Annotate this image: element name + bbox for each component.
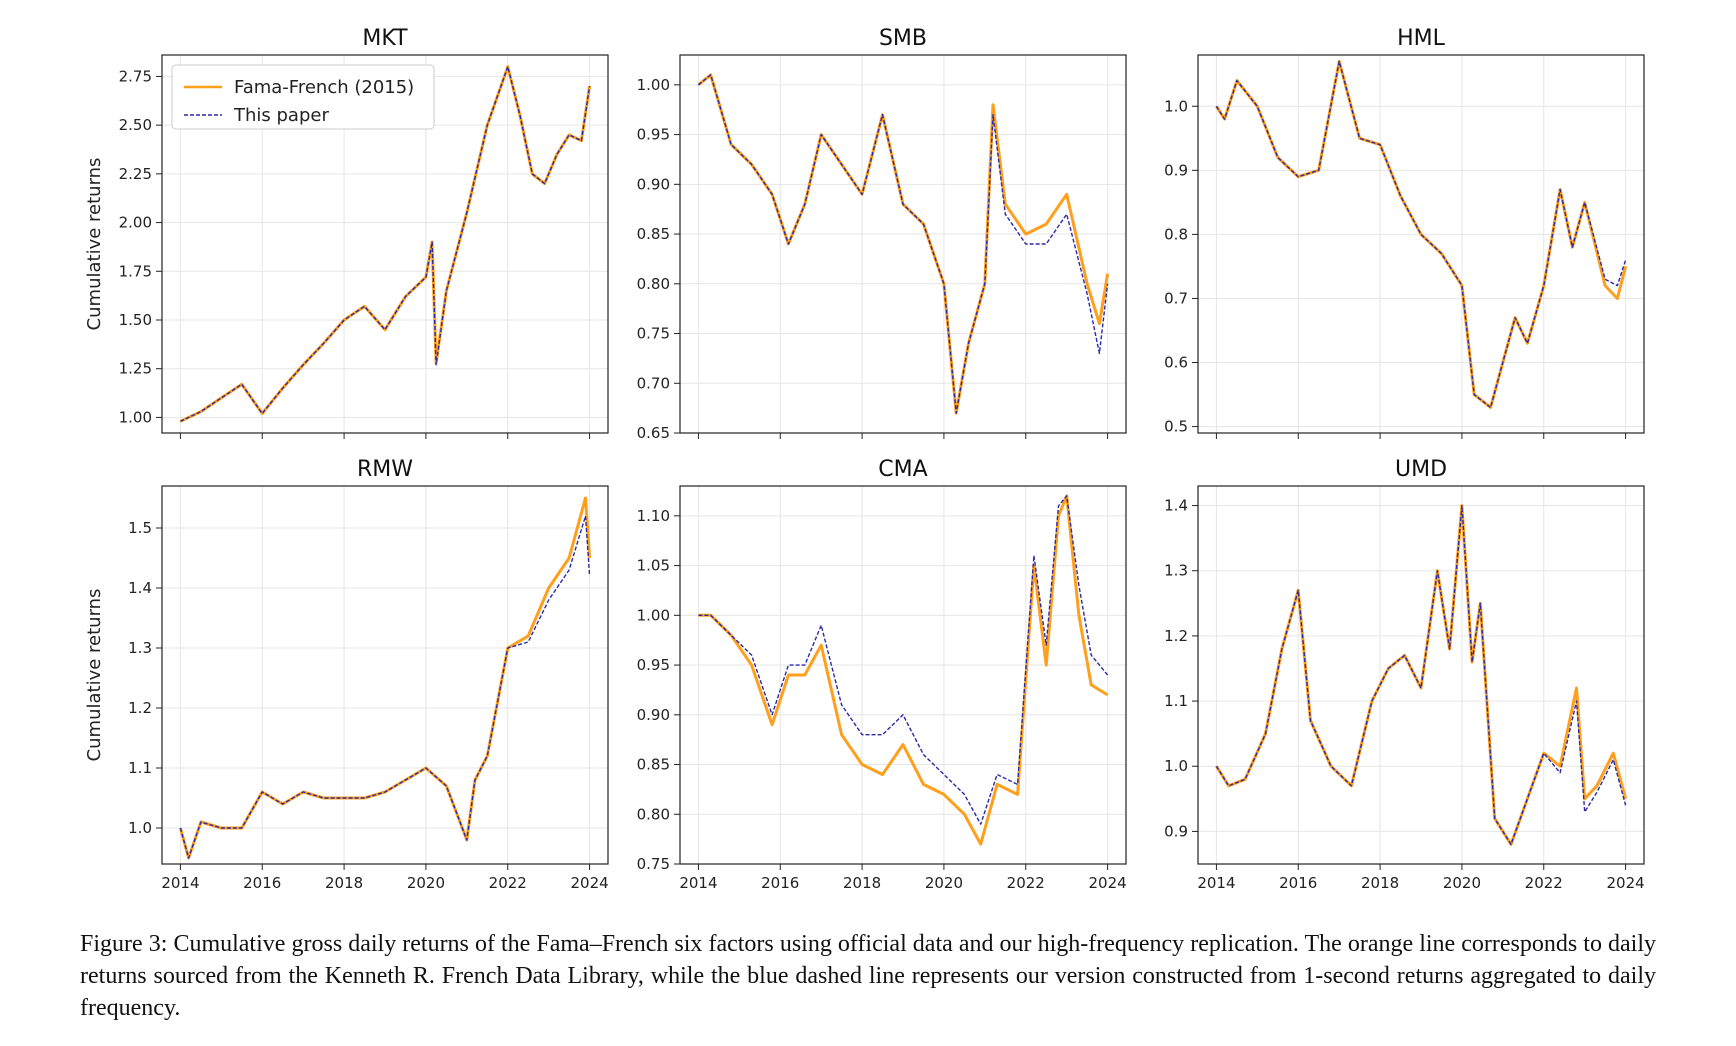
series-line-this-paper [1215,504,1627,846]
series-line-fama-french [697,73,1110,415]
x-tick-label: 2024 [570,874,608,892]
y-axis-label: Cumulative returns [84,158,105,331]
panel-rmw: RMW 1.0 1.1 1.2 1.3 1.4 1.5 2014 2016 2018 2020 202… [84,457,609,892]
y-tick-label: 1.4 [1164,497,1188,515]
y-tick-label: 0.85 [637,756,670,774]
y-tick-label: 0.9 [1164,161,1188,179]
panel-title: MKT [362,26,408,51]
x-tick-label: 2016 [1279,874,1317,892]
x-tick-label: 2014 [679,874,717,892]
panel-mkt: MKT 1.00 1.25 1.50 1.75 2.00 2.25 2.50 2.75 Cumul… [84,26,609,439]
y-tick-label: 0.75 [637,325,670,343]
panel-title: RMW [357,457,413,482]
series-line-fama-french [178,496,592,860]
y-tick-label: 1.50 [119,311,152,329]
x-tick-label: 2016 [243,874,281,892]
y-tick-label: 2.75 [119,67,152,85]
panel-title: UMD [1395,457,1447,482]
y-tick-label: 1.1 [1164,692,1188,710]
y-tick-label: 1.2 [1164,627,1188,645]
panel-cma: CMA 0.75 0.80 0.85 0.90 0.95 1.00 1.05 1.10 2014 2… [637,457,1127,892]
y-axis-label: Cumulative returns [84,589,105,762]
y-tick-label: 0.85 [637,225,670,243]
x-tick-label: 2024 [1088,874,1126,892]
plot-frame [161,54,609,434]
y-tick-label: 1.5 [128,519,152,537]
y-tick-label: 1.05 [637,557,670,575]
y-tick-label: 0.75 [637,855,670,873]
panel-umd: UMD 0.9 1.0 1.1 1.2 1.3 1.4 2014 2016 2018 2020 202… [1164,457,1645,892]
y-tick-label: 0.6 [1164,354,1188,372]
x-tick-label: 2014 [161,874,199,892]
legend-label: This paper [233,105,329,126]
plot-frame [679,54,1127,434]
series-line-this-paper [698,495,1109,825]
y-tick-label: 1.75 [119,262,152,280]
y-tick-label: 1.0 [128,819,152,837]
series-line-this-paper [180,65,591,422]
y-tick-label: 0.90 [637,706,670,724]
y-tick-label: 1.1 [128,759,152,777]
y-tick-label: 1.4 [128,579,152,597]
series-line-fama-french [698,494,1109,846]
y-tick-label: 1.2 [128,699,152,717]
x-tick-label: 2018 [843,874,881,892]
y-tick-label: 0.65 [637,424,670,442]
plot-frame [1197,54,1645,434]
y-tick-label: 1.00 [637,606,670,624]
plot-frame [679,485,1127,865]
x-tick-label: 2020 [1443,874,1481,892]
y-tick-label: 0.70 [637,374,670,392]
x-tick-label: 2022 [489,874,527,892]
y-tick-label: 0.9 [1164,822,1188,840]
y-tick-label: 2.00 [119,214,152,232]
panel-hml: HML 0.5 0.6 0.7 0.8 0.9 1.0 [1164,26,1645,439]
x-tick-label: 2020 [925,874,963,892]
y-tick-label: 0.5 [1164,418,1188,436]
plot-frame [161,485,609,865]
y-tick-label: 1.3 [128,639,152,657]
y-tick-label: 2.25 [119,165,152,183]
x-tick-label: 2024 [1606,874,1644,892]
figure-panels: MKT 1.00 1.25 1.50 1.75 2.00 2.25 2.50 2.75 Cumul… [84,26,1645,892]
x-tick-label: 2018 [325,874,363,892]
y-tick-label: 0.80 [637,805,670,823]
series-line-this-paper [179,515,591,859]
panel-title: HML [1397,26,1446,51]
y-tick-label: 0.95 [637,656,670,674]
panel-smb: SMB 0.65 0.70 0.75 0.80 0.85 0.90 0.95 1.00 [637,26,1127,442]
x-tick-label: 2022 [1525,874,1563,892]
y-tick-label: 0.7 [1164,289,1188,307]
y-tick-label: 2.50 [119,116,152,134]
y-tick-label: 1.00 [119,408,152,426]
y-tick-label: 0.8 [1164,225,1188,243]
y-tick-label: 1.0 [1164,757,1188,775]
y-tick-label: 0.95 [637,126,670,144]
legend-label: Fama-French (2015) [234,77,414,98]
figure-caption: Figure 3: Cumulative gross daily returns… [80,931,1656,1021]
x-tick-label: 2022 [1007,874,1045,892]
series-line-this-paper [697,74,1109,414]
x-tick-label: 2016 [761,874,799,892]
series-line-this-paper [1215,60,1627,409]
y-tick-label: 1.0 [1164,97,1188,115]
y-tick-label: 1.3 [1164,562,1188,580]
x-tick-label: 2014 [1197,874,1235,892]
panel-title: CMA [878,457,927,482]
series-line-fama-french [1215,504,1628,846]
x-tick-label: 2020 [407,874,445,892]
y-tick-label: 0.90 [637,175,670,193]
x-tick-label: 2018 [1361,874,1399,892]
y-tick-label: 1.10 [637,507,670,525]
legend-box [171,64,435,130]
y-tick-label: 0.80 [637,275,670,293]
y-tick-label: 1.00 [637,76,670,94]
y-tick-label: 1.25 [119,360,152,378]
plot-frame [1197,485,1645,865]
panel-title: SMB [879,26,927,51]
legend: Fama-French (2015) This paper [171,64,435,130]
